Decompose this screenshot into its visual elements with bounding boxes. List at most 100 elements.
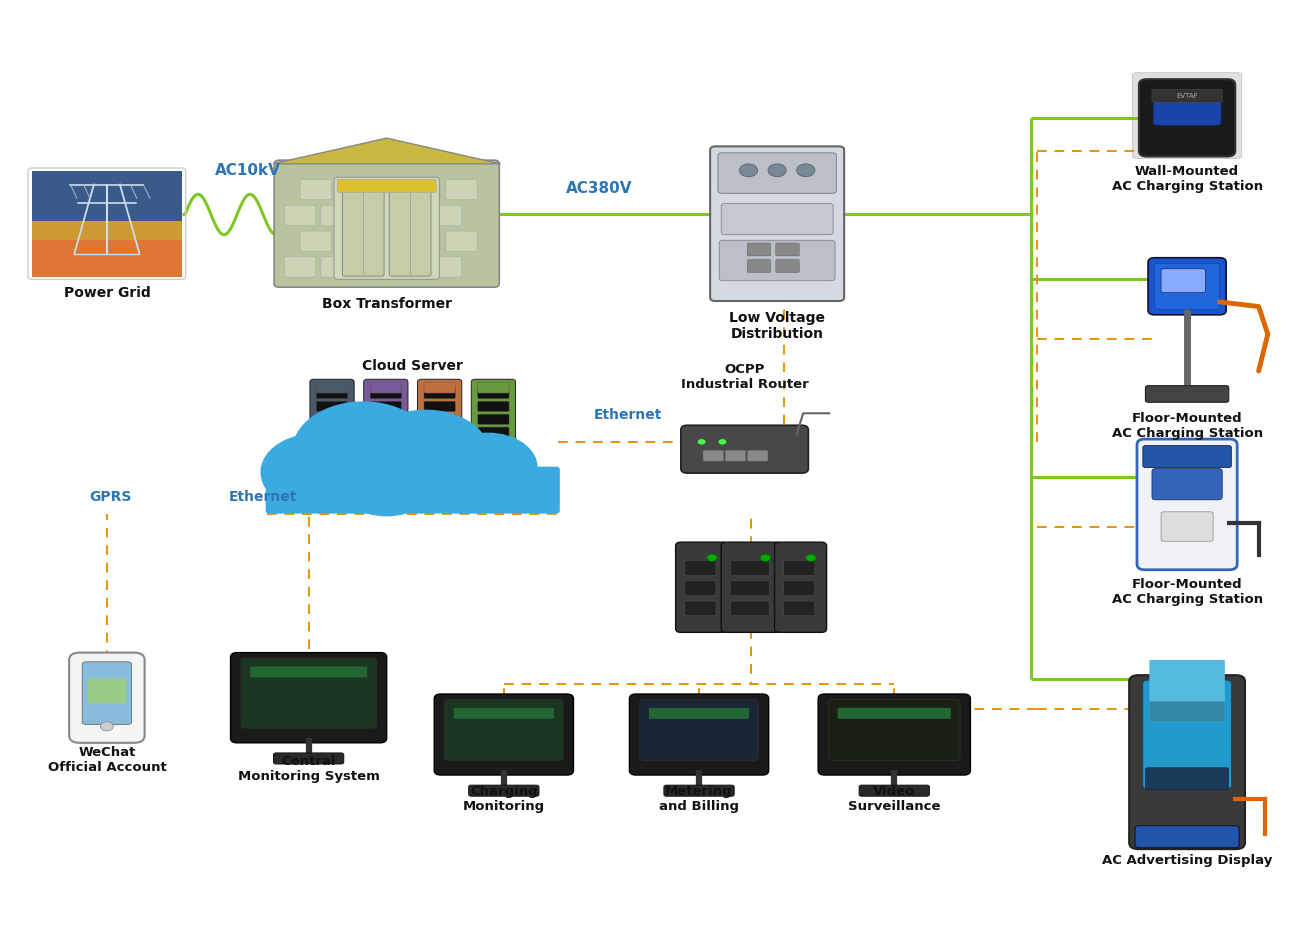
FancyBboxPatch shape <box>721 204 833 234</box>
FancyBboxPatch shape <box>1153 92 1221 125</box>
Text: AC Advertising Display: AC Advertising Display <box>1102 854 1272 867</box>
Circle shape <box>740 164 758 177</box>
Text: OCPP
Industrial Router: OCPP Industrial Router <box>681 363 809 391</box>
FancyBboxPatch shape <box>725 450 746 461</box>
FancyBboxPatch shape <box>430 257 461 277</box>
FancyBboxPatch shape <box>389 190 431 276</box>
FancyBboxPatch shape <box>316 382 348 393</box>
FancyBboxPatch shape <box>423 401 455 411</box>
FancyBboxPatch shape <box>423 388 455 398</box>
FancyBboxPatch shape <box>265 467 559 514</box>
FancyBboxPatch shape <box>430 206 461 226</box>
FancyBboxPatch shape <box>393 257 425 277</box>
FancyBboxPatch shape <box>718 153 836 194</box>
Text: Metering
and Billing: Metering and Billing <box>659 785 738 813</box>
FancyBboxPatch shape <box>1142 445 1231 468</box>
Circle shape <box>806 554 816 561</box>
FancyBboxPatch shape <box>748 243 771 256</box>
Text: Floor-Mounted
AC Charging Station: Floor-Mounted AC Charging Station <box>1111 412 1263 441</box>
FancyBboxPatch shape <box>776 259 800 272</box>
Text: Low Voltage
Distribution: Low Voltage Distribution <box>729 311 825 342</box>
FancyBboxPatch shape <box>630 694 769 775</box>
Polygon shape <box>33 170 182 277</box>
FancyBboxPatch shape <box>1134 826 1239 847</box>
FancyBboxPatch shape <box>1151 469 1222 500</box>
FancyBboxPatch shape <box>370 388 401 398</box>
FancyBboxPatch shape <box>721 542 782 632</box>
Polygon shape <box>33 240 182 277</box>
Text: Power Grid: Power Grid <box>64 286 150 300</box>
Text: Floor-Mounted
AC Charging Station: Floor-Mounted AC Charging Station <box>1111 578 1263 606</box>
FancyBboxPatch shape <box>829 699 959 760</box>
FancyBboxPatch shape <box>859 785 929 796</box>
FancyBboxPatch shape <box>337 232 367 251</box>
FancyBboxPatch shape <box>446 180 477 200</box>
FancyBboxPatch shape <box>372 232 404 251</box>
FancyBboxPatch shape <box>719 240 835 281</box>
Circle shape <box>719 439 727 444</box>
FancyBboxPatch shape <box>685 601 716 616</box>
FancyBboxPatch shape <box>784 560 814 575</box>
FancyBboxPatch shape <box>1148 257 1226 315</box>
FancyBboxPatch shape <box>393 206 425 226</box>
FancyBboxPatch shape <box>230 653 387 743</box>
Circle shape <box>761 554 771 561</box>
FancyBboxPatch shape <box>776 243 800 256</box>
Circle shape <box>707 554 718 561</box>
Text: Video
Surveillance: Video Surveillance <box>848 785 941 813</box>
Text: Ethernet: Ethernet <box>229 491 297 505</box>
FancyBboxPatch shape <box>1132 73 1242 158</box>
FancyBboxPatch shape <box>478 382 508 393</box>
FancyBboxPatch shape <box>423 440 455 450</box>
Circle shape <box>361 409 491 502</box>
FancyBboxPatch shape <box>423 414 455 424</box>
FancyBboxPatch shape <box>469 785 538 796</box>
FancyBboxPatch shape <box>316 440 348 450</box>
FancyBboxPatch shape <box>274 160 499 287</box>
Circle shape <box>797 164 814 177</box>
FancyBboxPatch shape <box>372 180 404 200</box>
FancyBboxPatch shape <box>650 707 749 719</box>
FancyBboxPatch shape <box>370 382 401 393</box>
FancyBboxPatch shape <box>1145 386 1229 402</box>
FancyBboxPatch shape <box>409 232 440 251</box>
FancyBboxPatch shape <box>775 542 826 632</box>
FancyBboxPatch shape <box>82 662 132 724</box>
FancyBboxPatch shape <box>664 785 735 796</box>
FancyBboxPatch shape <box>818 694 970 775</box>
FancyBboxPatch shape <box>446 232 477 251</box>
Text: GPRS: GPRS <box>90 491 132 505</box>
FancyBboxPatch shape <box>703 450 724 461</box>
FancyBboxPatch shape <box>285 257 316 277</box>
Text: EVTAF: EVTAF <box>1176 93 1199 99</box>
FancyBboxPatch shape <box>69 653 145 743</box>
FancyBboxPatch shape <box>273 753 344 764</box>
FancyBboxPatch shape <box>301 232 332 251</box>
FancyBboxPatch shape <box>748 450 769 461</box>
FancyBboxPatch shape <box>322 257 352 277</box>
FancyBboxPatch shape <box>1151 89 1222 102</box>
Text: AC10kV: AC10kV <box>214 163 281 178</box>
FancyBboxPatch shape <box>301 180 332 200</box>
FancyBboxPatch shape <box>478 427 508 437</box>
Circle shape <box>291 401 435 503</box>
FancyBboxPatch shape <box>784 601 814 616</box>
FancyBboxPatch shape <box>370 427 401 437</box>
FancyBboxPatch shape <box>357 257 388 277</box>
FancyBboxPatch shape <box>710 146 844 301</box>
FancyBboxPatch shape <box>434 694 574 775</box>
FancyBboxPatch shape <box>1149 701 1225 721</box>
Text: Central
Monitoring System: Central Monitoring System <box>238 755 379 782</box>
FancyBboxPatch shape <box>88 679 127 703</box>
FancyBboxPatch shape <box>357 206 388 226</box>
FancyBboxPatch shape <box>409 180 440 200</box>
FancyBboxPatch shape <box>337 180 367 200</box>
FancyBboxPatch shape <box>316 401 348 411</box>
FancyBboxPatch shape <box>478 414 508 424</box>
Text: Wall-Mounted
AC Charging Station: Wall-Mounted AC Charging Station <box>1111 165 1263 193</box>
FancyBboxPatch shape <box>454 707 554 719</box>
FancyBboxPatch shape <box>316 414 348 424</box>
FancyBboxPatch shape <box>1154 263 1219 309</box>
Text: WeChat
Official Account: WeChat Official Account <box>47 746 166 774</box>
FancyBboxPatch shape <box>310 380 354 458</box>
